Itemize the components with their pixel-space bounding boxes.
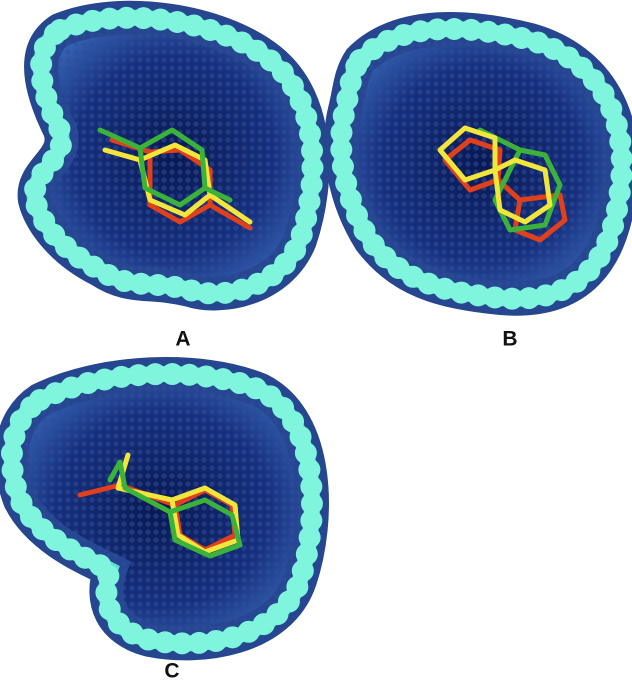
panel-c: C [12,374,312,681]
panel-label: B [502,328,517,351]
page: A B C (() => { const data = JSON.parse(d… [0,0,632,681]
panel-label: A [175,328,190,351]
figure: A B C [0,0,632,681]
panel-label: C [164,660,179,681]
panel-a: A [35,18,313,351]
panel-b: B [341,29,622,351]
